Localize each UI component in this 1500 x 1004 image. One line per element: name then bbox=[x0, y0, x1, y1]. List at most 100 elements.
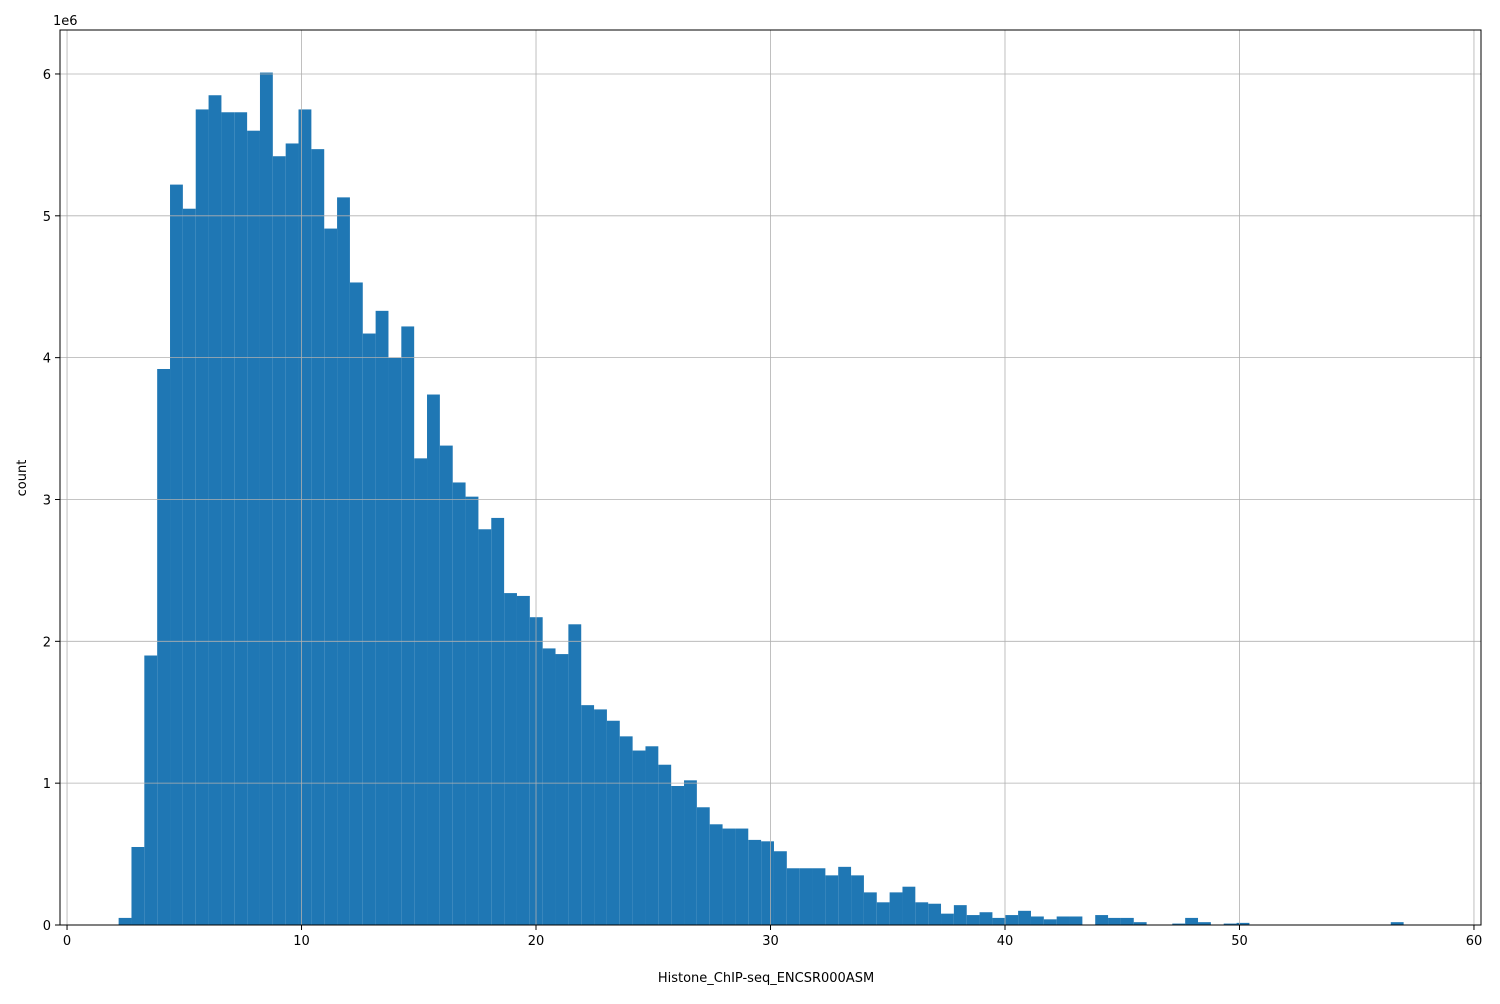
y-axis-label: count bbox=[15, 460, 30, 497]
bar bbox=[915, 902, 929, 925]
bar bbox=[709, 824, 723, 925]
y-tick-label: 5 bbox=[43, 210, 51, 225]
bar bbox=[144, 655, 158, 925]
bar bbox=[1095, 915, 1109, 925]
bar bbox=[1030, 916, 1044, 925]
bar bbox=[298, 109, 312, 926]
bar bbox=[992, 917, 1006, 925]
bar bbox=[504, 593, 517, 925]
y-tick-label: 1 bbox=[43, 777, 51, 792]
bar bbox=[1056, 916, 1070, 925]
bar bbox=[851, 875, 864, 925]
bar bbox=[902, 886, 916, 925]
bar bbox=[555, 654, 569, 925]
x-tick-label: 50 bbox=[1231, 934, 1248, 949]
bar bbox=[234, 112, 248, 926]
bar bbox=[645, 746, 659, 925]
x-tick-label: 20 bbox=[528, 934, 545, 949]
bar bbox=[1108, 917, 1121, 925]
bar bbox=[311, 149, 325, 925]
bar bbox=[889, 892, 903, 925]
bar bbox=[799, 868, 813, 925]
bar bbox=[1390, 922, 1404, 925]
bar bbox=[1069, 916, 1083, 925]
bar bbox=[1185, 917, 1199, 925]
bar bbox=[658, 764, 672, 925]
bar bbox=[1223, 923, 1237, 925]
bar bbox=[542, 648, 556, 925]
x-tick-label: 0 bbox=[63, 934, 71, 949]
bar bbox=[362, 333, 376, 926]
x-tick-label: 10 bbox=[293, 934, 310, 949]
bar bbox=[208, 95, 222, 925]
bar bbox=[979, 912, 993, 925]
bar bbox=[427, 394, 440, 926]
bar bbox=[349, 282, 363, 925]
y-tick-label: 2 bbox=[43, 635, 51, 650]
bar bbox=[773, 851, 787, 925]
bar bbox=[1133, 922, 1147, 925]
bar bbox=[953, 905, 967, 925]
y-tick-label: 3 bbox=[43, 493, 51, 508]
bar bbox=[221, 112, 235, 926]
x-tick-label: 60 bbox=[1466, 934, 1483, 949]
y-offset-label: 1e6 bbox=[53, 14, 78, 29]
x-tick-label: 30 bbox=[762, 934, 779, 949]
bar bbox=[581, 705, 595, 925]
plot-frame bbox=[59, 29, 1482, 926]
bar bbox=[1120, 917, 1134, 925]
bar bbox=[247, 130, 260, 926]
bar bbox=[786, 868, 800, 925]
x-axis-label: Histone_ChIP-seq_ENCSR000ASM bbox=[658, 971, 874, 986]
bar bbox=[1018, 910, 1031, 925]
bar bbox=[465, 496, 479, 925]
x-tick-label: 40 bbox=[997, 934, 1014, 949]
bar bbox=[863, 892, 877, 925]
bar bbox=[170, 184, 183, 925]
bar bbox=[928, 903, 942, 925]
bar bbox=[1236, 922, 1250, 925]
bar bbox=[696, 807, 710, 925]
bar bbox=[761, 841, 774, 925]
bar bbox=[812, 868, 826, 925]
bar bbox=[748, 839, 762, 925]
bar bbox=[838, 866, 852, 925]
bar bbox=[632, 750, 646, 925]
bar bbox=[285, 143, 299, 925]
bar bbox=[337, 197, 350, 925]
bar bbox=[825, 875, 839, 925]
bar bbox=[1198, 922, 1211, 925]
bar bbox=[516, 595, 530, 925]
bar bbox=[182, 208, 196, 926]
y-tick-label: 6 bbox=[43, 68, 51, 83]
bar bbox=[414, 458, 428, 925]
bar bbox=[324, 228, 338, 925]
bar bbox=[606, 720, 620, 925]
bar bbox=[118, 917, 132, 925]
bar bbox=[478, 529, 492, 925]
bar bbox=[671, 785, 685, 925]
bar bbox=[619, 736, 633, 925]
bar bbox=[1043, 919, 1057, 925]
bar bbox=[941, 913, 954, 925]
bar bbox=[594, 709, 607, 925]
bar bbox=[491, 517, 505, 925]
bar bbox=[401, 326, 415, 926]
bar bbox=[735, 828, 749, 925]
bar bbox=[452, 482, 466, 925]
bar bbox=[684, 780, 697, 925]
y-tick-label: 0 bbox=[43, 919, 51, 934]
bar bbox=[876, 902, 890, 925]
bar bbox=[131, 846, 145, 925]
bar bbox=[1172, 923, 1186, 925]
bar bbox=[1005, 915, 1019, 925]
bar bbox=[966, 915, 980, 925]
bar bbox=[375, 310, 389, 925]
bar bbox=[439, 445, 453, 925]
bar bbox=[272, 156, 286, 925]
bar bbox=[722, 828, 736, 925]
bar bbox=[157, 368, 171, 925]
bar bbox=[568, 624, 582, 925]
bar bbox=[259, 72, 273, 925]
